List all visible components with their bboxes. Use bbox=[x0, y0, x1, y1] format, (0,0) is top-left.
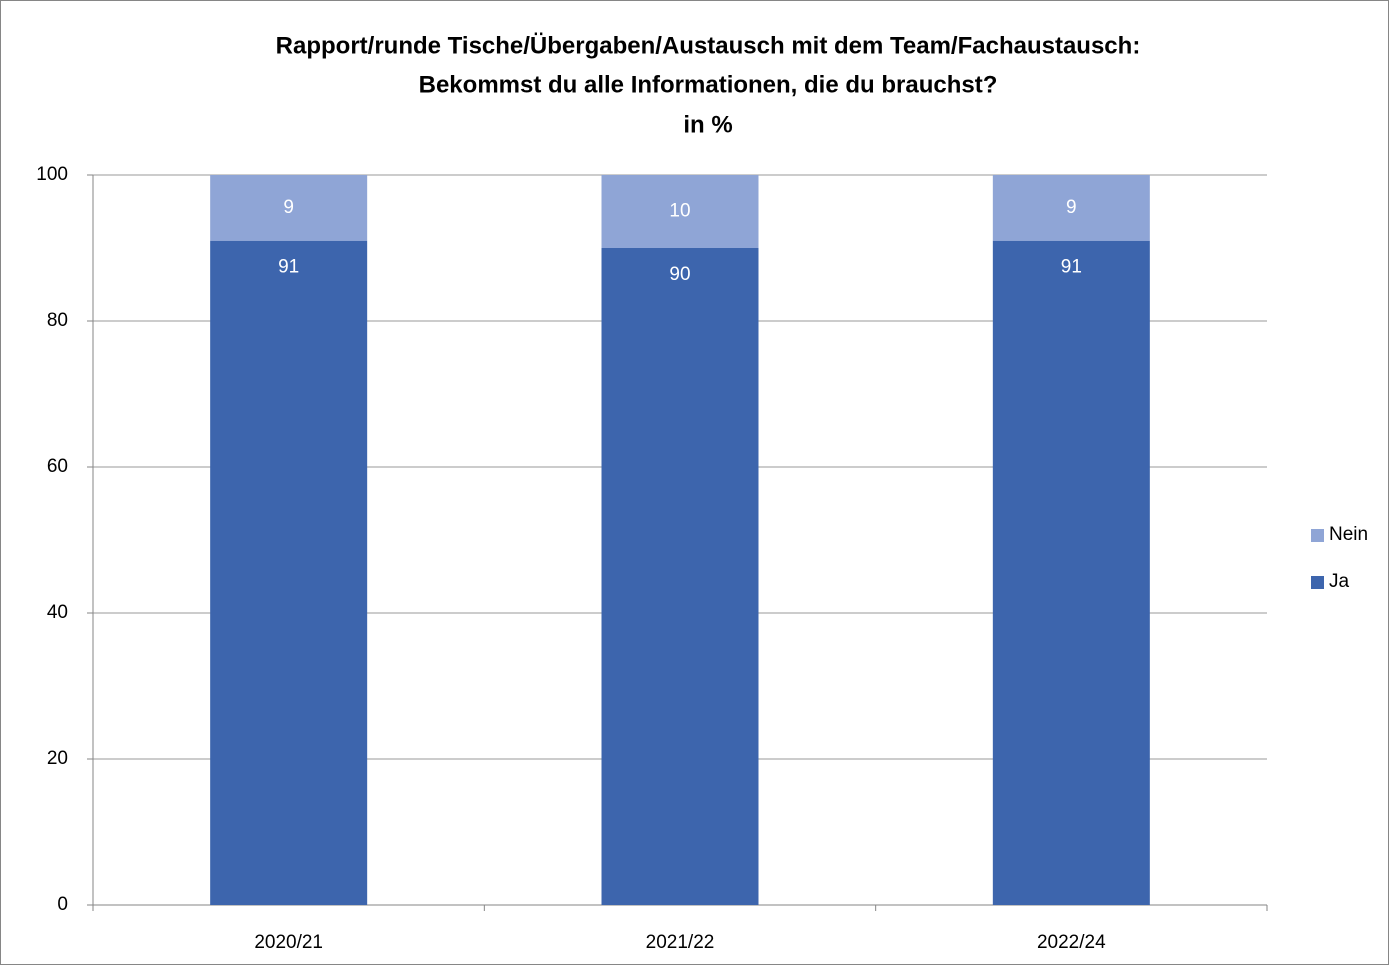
y-tick-label: 60 bbox=[47, 456, 68, 477]
legend-label: Ja bbox=[1329, 571, 1350, 592]
bar-segment bbox=[992, 240, 1150, 905]
data-label: 10 bbox=[669, 201, 690, 222]
data-label: 91 bbox=[1061, 257, 1082, 278]
legend-swatch bbox=[1311, 529, 1324, 542]
legend-label: Nein bbox=[1329, 524, 1368, 545]
bar-segment bbox=[601, 175, 759, 248]
y-tick-label: 40 bbox=[47, 602, 68, 623]
bar-segment bbox=[601, 248, 759, 905]
chart-subtitle: in % bbox=[683, 111, 732, 138]
legend-swatch bbox=[1311, 576, 1324, 589]
chart-title: Rapport/runde Tische/Übergaben/Austausch… bbox=[276, 32, 1141, 59]
chart-title: Bekommst du alle Informationen, die du b… bbox=[419, 71, 998, 98]
y-tick-label: 100 bbox=[36, 164, 68, 185]
x-tick-label: 2020/21 bbox=[254, 932, 323, 953]
y-tick-label: 80 bbox=[47, 310, 68, 331]
y-tick-label: 0 bbox=[57, 894, 68, 915]
bar-segment bbox=[210, 240, 368, 905]
x-tick-label: 2021/22 bbox=[646, 932, 715, 953]
data-label: 90 bbox=[669, 264, 690, 285]
x-tick-label: 2022/24 bbox=[1037, 932, 1106, 953]
data-label: 9 bbox=[1066, 197, 1077, 218]
bar-segment bbox=[210, 175, 368, 241]
y-tick-label: 20 bbox=[47, 748, 68, 769]
bar-segment bbox=[992, 175, 1150, 241]
data-label: 91 bbox=[278, 257, 299, 278]
data-label: 9 bbox=[283, 197, 294, 218]
